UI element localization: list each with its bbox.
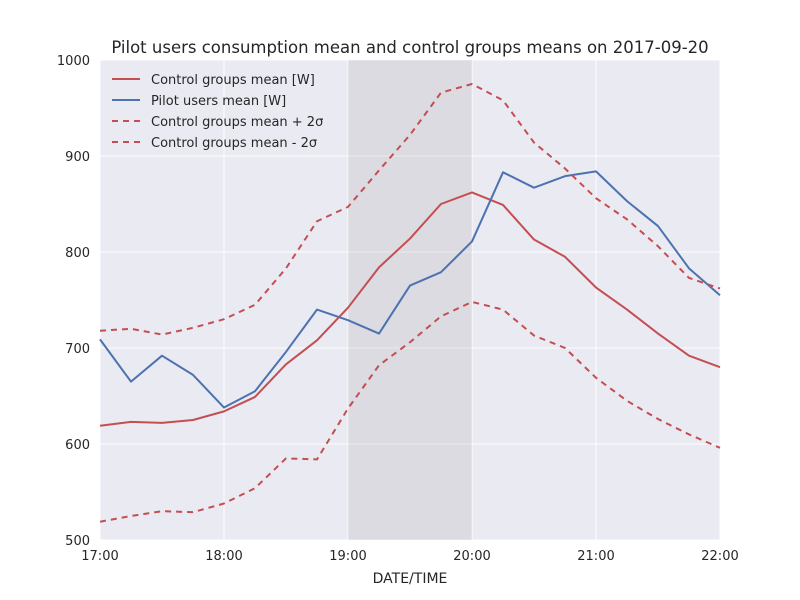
x-axis-label: DATE/TIME	[373, 571, 448, 587]
x-tick-label: 22:00	[701, 549, 738, 564]
plot-background	[100, 60, 720, 540]
x-tick-label: 21:00	[577, 549, 614, 564]
legend-label: Control groups mean [W]	[151, 73, 315, 88]
y-tick-label: 900	[65, 150, 90, 165]
series-line-2	[99, 170, 721, 409]
x-tick-label: 19:00	[329, 549, 366, 564]
series-line-3	[99, 83, 721, 336]
x-tick-label: 17:00	[81, 549, 118, 564]
highlight-span	[348, 60, 472, 540]
y-tick-label: 600	[65, 438, 90, 453]
y-tick-label: 700	[65, 342, 90, 357]
legend: Control groups mean [W] Pilot users mean …	[112, 73, 323, 151]
tick-labels: 500 600 700 800 900 1000 17:00 18:00 19:00 20:00 2…	[57, 54, 739, 564]
legend-label: Pilot users mean [W]	[151, 94, 286, 109]
grid-lines	[99, 59, 721, 541]
series-line-1	[99, 191, 721, 427]
y-tick-label: 500	[65, 534, 90, 549]
legend-label: Control groups mean + 2σ	[151, 115, 323, 130]
x-tick-label: 18:00	[205, 549, 242, 564]
series-group	[99, 83, 721, 523]
x-tick-label: 20:00	[453, 549, 490, 564]
y-tick-label: 1000	[57, 54, 90, 69]
y-tick-label: 800	[65, 246, 90, 261]
series-line-4	[99, 300, 721, 523]
legend-label: Control groups mean - 2σ	[151, 136, 317, 151]
chart-title: Pilot users consumption mean and control…	[111, 38, 708, 57]
